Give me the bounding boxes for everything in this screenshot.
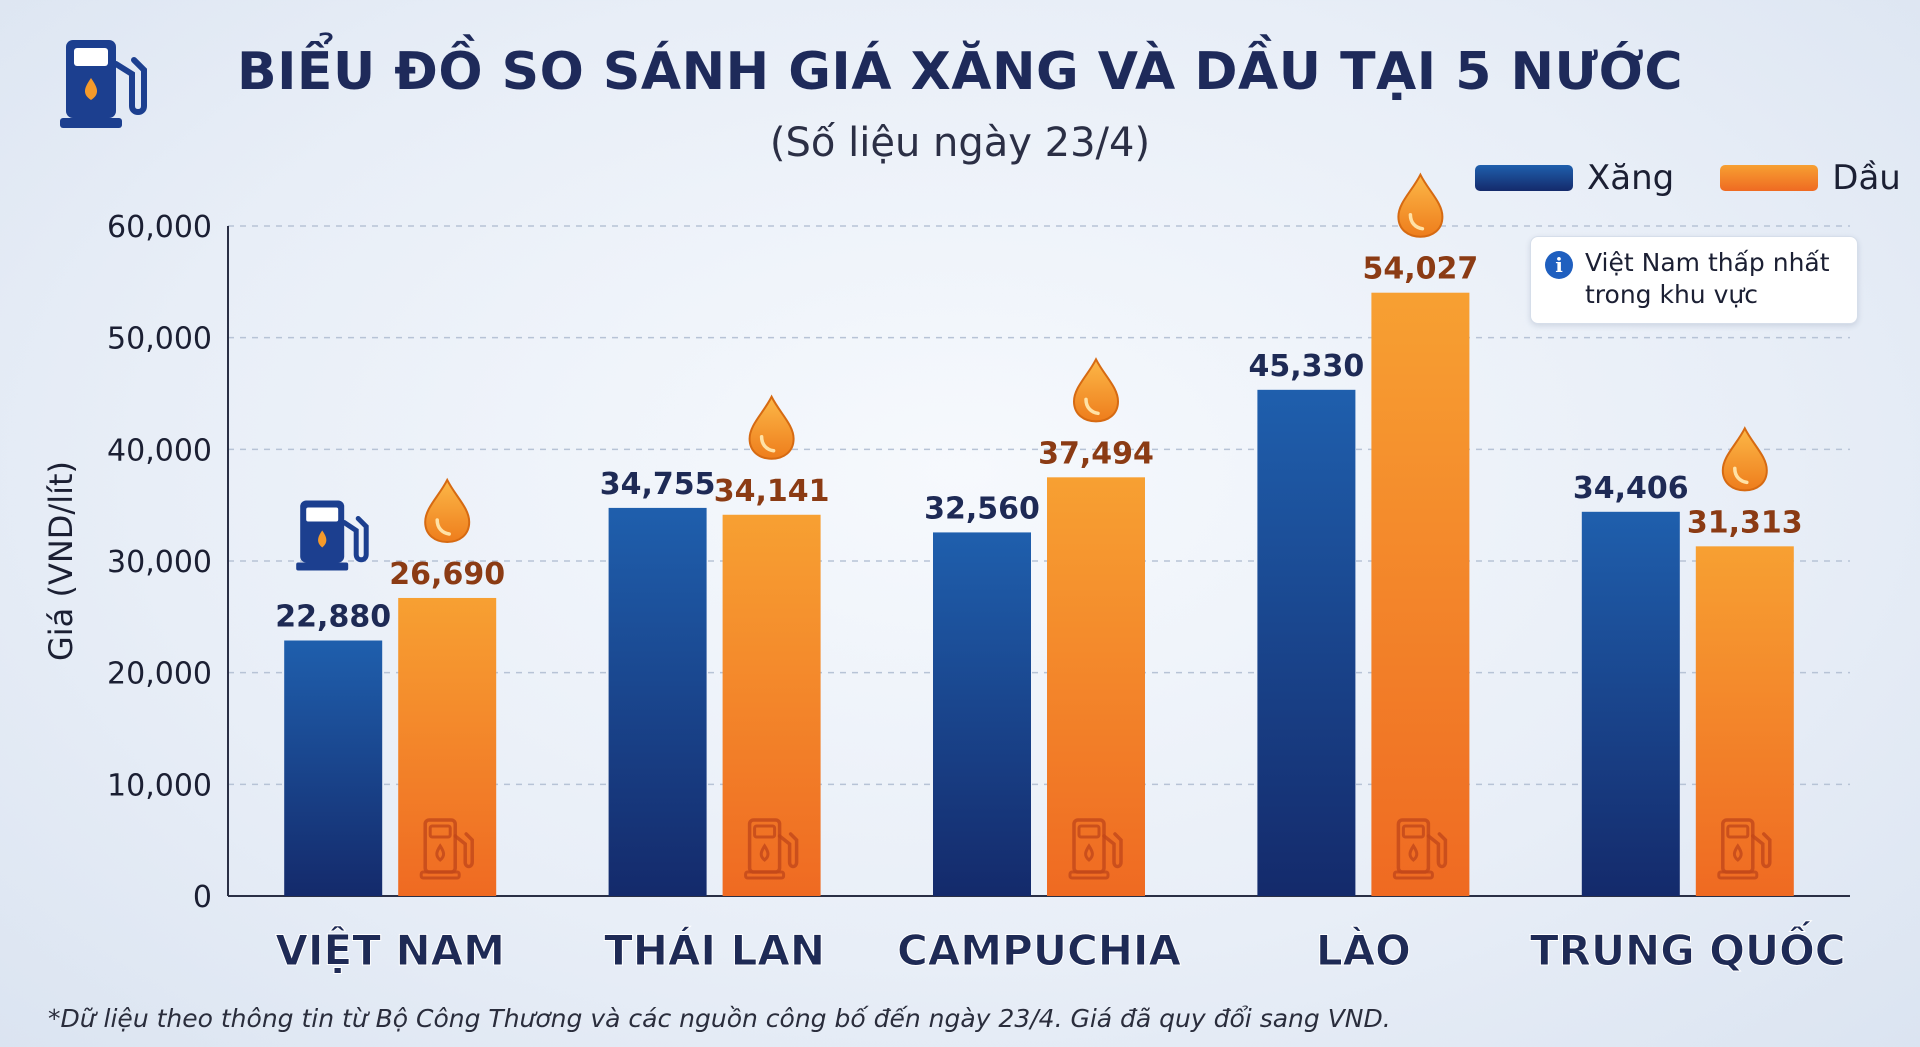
bar-dau: [398, 597, 497, 896]
bar-xang: [933, 532, 1031, 896]
footnote: *Dữ liệu theo thông tin từ Bộ Công Thươn…: [48, 1004, 1391, 1033]
bar-xang: [1257, 389, 1356, 896]
info-icon: i: [1545, 251, 1573, 279]
legend-swatch-dau: [1720, 165, 1819, 191]
data-label-dau: 26,690: [389, 557, 505, 592]
fuel-pump-outline-icon: [419, 818, 474, 880]
bar-dau: [1371, 292, 1470, 896]
fuel-pump-outline-icon: [1068, 818, 1123, 880]
chart-subtitle: (Số liệu ngày 23/4): [769, 120, 1151, 166]
y-tick-label: 10,000: [107, 768, 212, 803]
legend-label-dau: Dầu: [1832, 158, 1901, 198]
info-line-2: trong khu vực: [1585, 280, 1758, 309]
fuel-pump-icon: [60, 40, 147, 128]
y-tick-label: 20,000: [107, 657, 212, 692]
y-tick-label: 60,000: [107, 210, 212, 245]
oil-drop-icon: [1072, 357, 1120, 423]
info-line-1: Việt Nam thấp nhất: [1585, 248, 1830, 277]
bar-xang: [608, 507, 707, 896]
category-label: LÀO: [1316, 925, 1411, 975]
fuel-pump-outline-icon: [744, 818, 799, 880]
info-note: i Việt Nam thấp nhất trong khu vực: [1530, 236, 1858, 324]
data-label-dau: 37,494: [1038, 436, 1154, 471]
y-tick-label: 30,000: [107, 545, 212, 580]
bar-xang: [284, 640, 383, 896]
y-tick-label: 50,000: [107, 322, 212, 357]
legend-swatch-xang: [1475, 165, 1573, 191]
oil-drop-icon: [424, 477, 471, 543]
data-label-dau: 31,313: [1687, 505, 1803, 540]
data-label-xang: 32,560: [924, 491, 1040, 526]
bar-chart: 0 10,000 20,000 30,000 40,000 50,000 60,000 Giá…: [42, 172, 1850, 976]
category-label: THÁI LAN: [604, 925, 825, 975]
bar-dau: [1695, 546, 1794, 896]
category-label: CAMPUCHIA: [897, 926, 1182, 975]
y-tick-label: 0: [193, 880, 212, 915]
legend-label-xang: Xăng: [1587, 158, 1675, 198]
oil-drop-icon: [1721, 426, 1768, 492]
y-tick-label: 40,000: [107, 433, 212, 468]
data-label-xang: 34,755: [600, 467, 716, 502]
oil-drop-icon: [748, 394, 795, 460]
fuel-pump-outline-icon: [1392, 818, 1448, 880]
data-label-xang: 45,330: [1249, 349, 1365, 384]
legend: Xăng Dầu: [1475, 158, 1920, 198]
data-label-xang: 34,406: [1573, 471, 1689, 506]
bar-dau: [722, 514, 821, 896]
legend-item-dau: Dầu: [1720, 158, 1901, 198]
data-label-dau: 34,141: [714, 474, 830, 509]
fuel-pump-outline-icon: [1717, 818, 1772, 880]
chart-title: BIỂU ĐỒ SO SÁNH GIÁ XĂNG VÀ DẦU TẠI 5 NƯ…: [236, 42, 1684, 102]
category-label: TRUNG QUỐC: [1530, 919, 1846, 975]
bar-xang: [1581, 511, 1680, 896]
data-label-dau: 54,027: [1363, 252, 1479, 287]
fuel-pump-icon: [296, 500, 369, 571]
y-axis-label: Giá (VND/lít): [42, 461, 80, 661]
oil-drop-icon: [1397, 172, 1444, 238]
category-label: VIỆT NAM: [275, 925, 505, 975]
bar-dau: [1047, 477, 1145, 896]
data-label-xang: 22,880: [275, 600, 391, 635]
legend-item-xang: Xăng: [1475, 158, 1674, 198]
